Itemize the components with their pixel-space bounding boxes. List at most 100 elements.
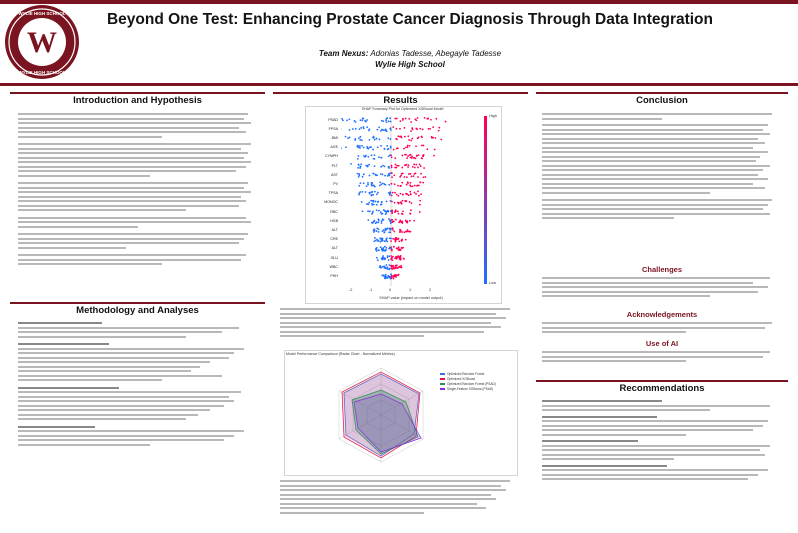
shap-point — [419, 203, 421, 206]
shap-point — [411, 165, 414, 168]
team-label: Team Nexus: — [318, 49, 369, 58]
shap-point — [430, 135, 433, 138]
shap-point — [391, 209, 394, 212]
shap-point — [406, 157, 409, 160]
radar-legend-label: Single-Feature XGBoost (PSAD) — [447, 387, 494, 391]
shap-point — [432, 136, 434, 139]
shap-point — [373, 240, 376, 243]
shap-feature-row — [381, 273, 400, 280]
shap-feature-row — [358, 181, 425, 188]
shap-point — [381, 247, 383, 250]
shap-point — [360, 201, 363, 203]
shap-point — [410, 139, 413, 142]
shap-point — [420, 157, 423, 160]
shap-point — [356, 157, 359, 160]
shap-point — [403, 135, 406, 138]
shap-point — [368, 174, 371, 177]
shap-point — [410, 209, 412, 212]
shap-point — [413, 184, 416, 187]
shap-point — [404, 219, 407, 222]
shap-point — [418, 163, 421, 166]
shap-point — [412, 175, 415, 178]
shap-point — [379, 181, 382, 184]
shap-point — [383, 240, 386, 243]
shap-point — [374, 237, 376, 239]
shap-point — [377, 191, 379, 194]
shap-point — [392, 245, 395, 248]
shap-point — [413, 156, 416, 159]
shap-point — [435, 117, 438, 120]
shap-point — [392, 229, 394, 231]
shap-point — [401, 199, 404, 202]
shap-point — [433, 154, 435, 157]
shap-point — [386, 227, 389, 230]
shap-point — [361, 191, 364, 193]
shap-point — [358, 184, 361, 187]
shap-point — [390, 249, 393, 252]
shap-point — [397, 135, 400, 138]
shap-point — [394, 163, 397, 166]
shap-point — [410, 121, 413, 123]
shap-point — [420, 172, 422, 175]
shap-point — [429, 118, 432, 121]
shap-point — [362, 173, 365, 176]
shap-point — [370, 199, 373, 202]
authors-line: Team Nexus: Adonias Tadesse, Abegayle Ta… — [200, 49, 620, 59]
shap-point — [391, 211, 394, 213]
shap-point — [389, 138, 392, 140]
shap-point — [373, 190, 376, 193]
shap-point — [356, 172, 359, 175]
shap-x-tick: -1 — [369, 288, 373, 292]
radar-legend-item: Optimized Random Forest (PSAD) — [440, 382, 496, 386]
shap-point — [400, 246, 403, 249]
shap-point — [387, 137, 390, 140]
radar-legend-item: Optimized Random Forest — [440, 372, 484, 376]
shap-point — [373, 228, 376, 230]
shap-point — [391, 227, 394, 230]
shap-point — [379, 211, 382, 214]
shap-point — [370, 154, 373, 157]
shap-point — [393, 183, 396, 186]
shap-point — [401, 166, 404, 169]
shap-point — [390, 248, 393, 251]
conclusion-panel — [536, 92, 788, 266]
shap-point — [367, 155, 370, 158]
shap-point — [380, 220, 383, 223]
shap-point — [422, 153, 425, 156]
radar-series-rf — [343, 373, 420, 457]
shap-point — [381, 274, 384, 277]
shap-point — [389, 191, 392, 194]
radar-legend-swatch — [440, 383, 445, 386]
shap-point — [388, 247, 390, 250]
shap-feature-label: CRE — [330, 237, 338, 242]
shap-point — [359, 144, 361, 147]
shap-point — [384, 229, 387, 232]
shap-point — [377, 218, 380, 221]
shap-point — [393, 174, 396, 177]
radar-legend-label: Optimized Random Forest — [447, 372, 485, 376]
shap-point — [410, 175, 413, 178]
shap-feature-label: AST — [331, 172, 338, 177]
shap-point — [383, 258, 386, 261]
shap-point — [348, 129, 351, 131]
shap-feature-row — [344, 135, 443, 142]
shap-point — [404, 238, 407, 241]
shap-point — [394, 211, 396, 214]
shap-point — [370, 194, 373, 197]
shap-point — [371, 211, 374, 214]
shap-point — [399, 255, 402, 258]
shap-point — [390, 257, 393, 259]
shap-point — [394, 117, 397, 120]
shap-point — [380, 165, 383, 168]
shap-point — [383, 257, 386, 259]
header-rule — [0, 83, 798, 86]
shap-x-tick: 1 — [409, 288, 412, 292]
shap-point — [389, 246, 391, 249]
shap-point — [381, 212, 384, 215]
shap-point — [390, 172, 393, 174]
shap-point — [389, 277, 392, 280]
shap-point — [419, 199, 422, 202]
shap-point — [399, 192, 402, 195]
shap-point — [388, 267, 391, 270]
shap-point — [399, 175, 402, 178]
